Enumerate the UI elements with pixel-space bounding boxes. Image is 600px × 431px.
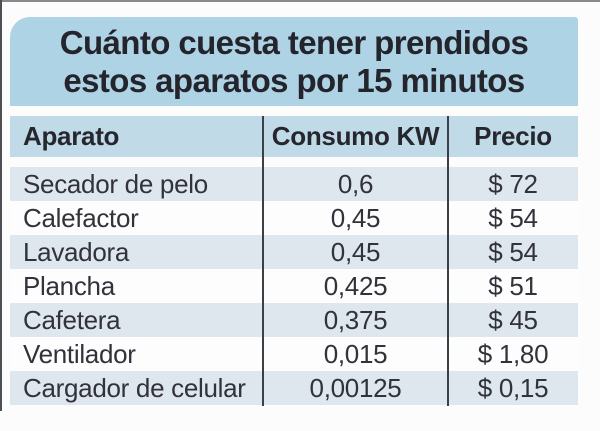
- cell-consumo-kw: 0,45: [330, 202, 381, 233]
- table-row: Lavadora 0,45 $ 54: [10, 235, 578, 269]
- table-panel: Cuánto cuesta tener prendidos estos apar…: [10, 17, 578, 406]
- cell-aparato: Secador de pelo: [23, 168, 208, 199]
- title-header-gap: [10, 106, 578, 116]
- cell-aparato: Cargador de celular: [23, 372, 246, 403]
- table-row: Cargador de celular 0,00125 $ 0,15: [10, 371, 578, 405]
- column-divider-1: [262, 116, 264, 406]
- cell-precio: $ 1,80: [477, 338, 549, 369]
- cell-precio: $ 72: [488, 168, 538, 199]
- left-edge-line: [0, 0, 2, 411]
- cell-consumo-kw: 0,425: [323, 270, 388, 301]
- page-title-line-1: Cuánto cuesta tener prendidos: [59, 23, 529, 61]
- cell-consumo-kw: 0,00125: [309, 372, 402, 403]
- cell-precio: $ 54: [488, 202, 538, 233]
- cell-aparato: Plancha: [23, 270, 115, 301]
- cell-aparato: Ventilador: [23, 338, 136, 369]
- cell-aparato: Cafetera: [23, 304, 121, 335]
- table-row: Plancha 0,425 $ 51: [10, 269, 578, 303]
- table-row: Secador de pelo 0,6 $ 72: [10, 167, 578, 201]
- table-row: Calefactor 0,45 $ 54: [10, 201, 578, 235]
- page-title: Cuánto cuesta tener prendidos estos apar…: [10, 17, 578, 106]
- cell-aparato: Lavadora: [23, 236, 130, 267]
- cell-consumo-kw: 0,015: [323, 338, 388, 369]
- table-body: Secador de pelo 0,6 $ 72 Calefactor 0,45…: [10, 167, 578, 405]
- table-row: Ventilador 0,015 $ 1,80: [10, 337, 578, 371]
- cell-precio: $ 51: [488, 270, 538, 301]
- cell-consumo-kw: 0,45: [330, 236, 381, 267]
- column-header-aparato: Aparato: [23, 121, 120, 151]
- cell-aparato: Calefactor: [23, 202, 139, 233]
- cell-consumo-kw: 0,375: [323, 304, 388, 335]
- cell-precio: $ 54: [488, 236, 538, 267]
- cell-precio: $ 45: [488, 304, 538, 335]
- top-edge-line: [0, 0, 600, 2]
- column-header-precio: Precio: [474, 121, 552, 151]
- cell-precio: $ 0,15: [477, 372, 549, 403]
- column-divider-2: [447, 116, 449, 406]
- table-header-row: Aparato Consumo KW Precio: [10, 116, 578, 157]
- table-row: Cafetera 0,375 $ 45: [10, 303, 578, 337]
- cell-consumo-kw: 0,6: [337, 168, 374, 199]
- page-title-line-2: estos aparatos por 15 minutos: [63, 61, 525, 99]
- column-header-consumo-kw: Consumo KW: [271, 121, 440, 151]
- header-body-gap: [10, 157, 578, 167]
